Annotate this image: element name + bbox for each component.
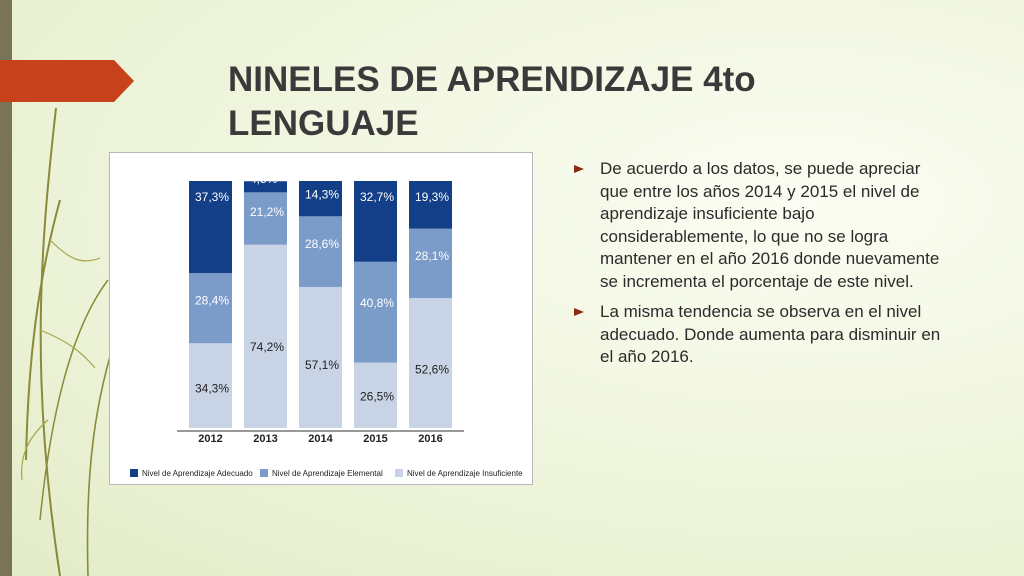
- legend-label: Nivel de Aprendizaje Adecuado: [142, 469, 253, 478]
- bar-value-label: 4,5%: [250, 172, 278, 186]
- legend-swatch: [395, 469, 403, 477]
- left-accent-bar: [0, 0, 12, 576]
- bullet-text-2: La misma tendencia se observa en el nive…: [600, 302, 941, 366]
- arrow-bullet-icon: [574, 308, 584, 316]
- bar-value-label: 52,6%: [415, 362, 449, 376]
- bar-segment: [299, 286, 342, 428]
- bar-value-label: 32,7%: [360, 190, 394, 204]
- decorative-vines: [21, 107, 119, 576]
- bar-value-label: 14,3%: [305, 188, 339, 202]
- bar-segment: [354, 362, 397, 428]
- title-accent-tab: [0, 60, 134, 102]
- bullet-list: De acuerdo a los datos, se puede aprecia…: [572, 158, 942, 377]
- bar-segment: [244, 244, 287, 428]
- bar-value-label: 40,8%: [360, 296, 394, 310]
- bar-segment: [299, 216, 342, 287]
- legend-swatch: [130, 469, 138, 477]
- bar-value-label: 74,2%: [250, 340, 284, 354]
- x-tick-label: 2016: [418, 433, 442, 445]
- bullet-item-1: De acuerdo a los datos, se puede aprecia…: [572, 158, 942, 293]
- bar-segment: [409, 298, 452, 428]
- bar-segment: [299, 181, 342, 217]
- bar-value-label: 37,3%: [195, 190, 229, 204]
- bar-segment: [189, 273, 232, 344]
- bullet-text-1: De acuerdo a los datos, se puede aprecia…: [600, 159, 940, 291]
- legend-label: Nivel de Aprendizaje Insuficiente: [407, 469, 523, 478]
- bar-segment: [409, 228, 452, 299]
- bar-segment: [354, 181, 397, 262]
- legend-label: Nivel de Aprendizaje Elemental: [272, 469, 383, 478]
- x-tick-label: 2012: [198, 433, 222, 445]
- bar-segment: [189, 181, 232, 274]
- bar-segment: [189, 343, 232, 428]
- bar-segment: [244, 192, 287, 245]
- bar-segment: [409, 181, 452, 229]
- bullet-item-2: La misma tendencia se observa en el nive…: [572, 301, 942, 369]
- stacked-bar-chart: 34,3% 28,4% 37,3% 2012 74,2% 21,2% 4,5% 2013 57,…: [130, 172, 523, 478]
- x-tick-label: 2015: [363, 433, 387, 445]
- legend-swatch: [260, 469, 268, 477]
- chart-frame: 34,3% 28,4% 37,3% 2012 74,2% 21,2% 4,5% 2013 57,…: [109, 152, 533, 485]
- bar-value-label: 26,5%: [360, 390, 394, 404]
- bar-value-label: 19,3%: [415, 190, 449, 204]
- bar-value-label: 28,6%: [305, 237, 339, 251]
- bar-segment: [244, 181, 287, 193]
- x-tick-label: 2013: [253, 433, 277, 445]
- bar-value-label: 57,1%: [305, 358, 339, 372]
- bar-value-label: 28,4%: [195, 294, 229, 308]
- bar-value-label: 28,1%: [415, 249, 449, 263]
- title-accent-tab-shape: [0, 60, 134, 102]
- bar-value-label: 34,3%: [195, 381, 229, 395]
- slide-title: NINELES DE APRENDIZAJE 4to LENGUAJE: [228, 60, 756, 143]
- arrow-bullet-icon: [574, 165, 584, 173]
- bar-segment: [354, 261, 397, 363]
- x-tick-label: 2014: [308, 433, 333, 445]
- bar-value-label: 21,2%: [250, 205, 284, 219]
